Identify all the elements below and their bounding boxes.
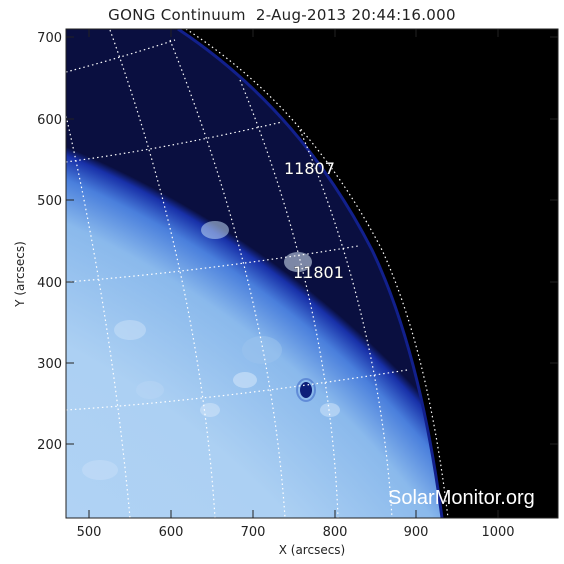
solar-limb <box>177 29 444 518</box>
region-label-11807: 11807 <box>284 159 335 178</box>
heliographic-grid <box>66 29 449 518</box>
x-axis-ticks <box>88 29 499 518</box>
x-axis-tick-labels: 500 600 700 800 900 1000 <box>77 525 515 540</box>
x-axis-label: X (arcsecs) <box>279 543 346 557</box>
surface-features <box>82 221 340 480</box>
y-tick-label: 300 <box>37 357 62 372</box>
y-tick-label: 700 <box>37 31 62 46</box>
y-axis-ticks <box>66 36 558 445</box>
y-tick-label: 200 <box>37 438 62 453</box>
x-tick-label: 700 <box>241 525 266 540</box>
x-tick-label: 1000 <box>481 525 514 540</box>
y-tick-label: 600 <box>37 113 62 128</box>
y-tick-label: 500 <box>37 194 62 209</box>
y-axis-label: Y (arcsecs) <box>13 241 27 308</box>
x-tick-label: 500 <box>77 525 102 540</box>
plot-frame <box>65 28 559 519</box>
x-tick-label: 800 <box>323 525 348 540</box>
y-axis-tick-labels: 700 600 500 400 300 200 <box>37 31 62 453</box>
watermark: SolarMonitor.org <box>388 487 535 509</box>
y-tick-label: 400 <box>37 276 62 291</box>
region-label-11801: 11801 <box>293 263 344 282</box>
x-tick-label: 600 <box>159 525 184 540</box>
image-title: GONG Continuum 2-Aug-2013 20:44:16.000 <box>108 6 456 24</box>
x-tick-label: 900 <box>404 525 429 540</box>
sunspot <box>300 382 312 398</box>
sunspot-penumbra <box>296 378 316 402</box>
